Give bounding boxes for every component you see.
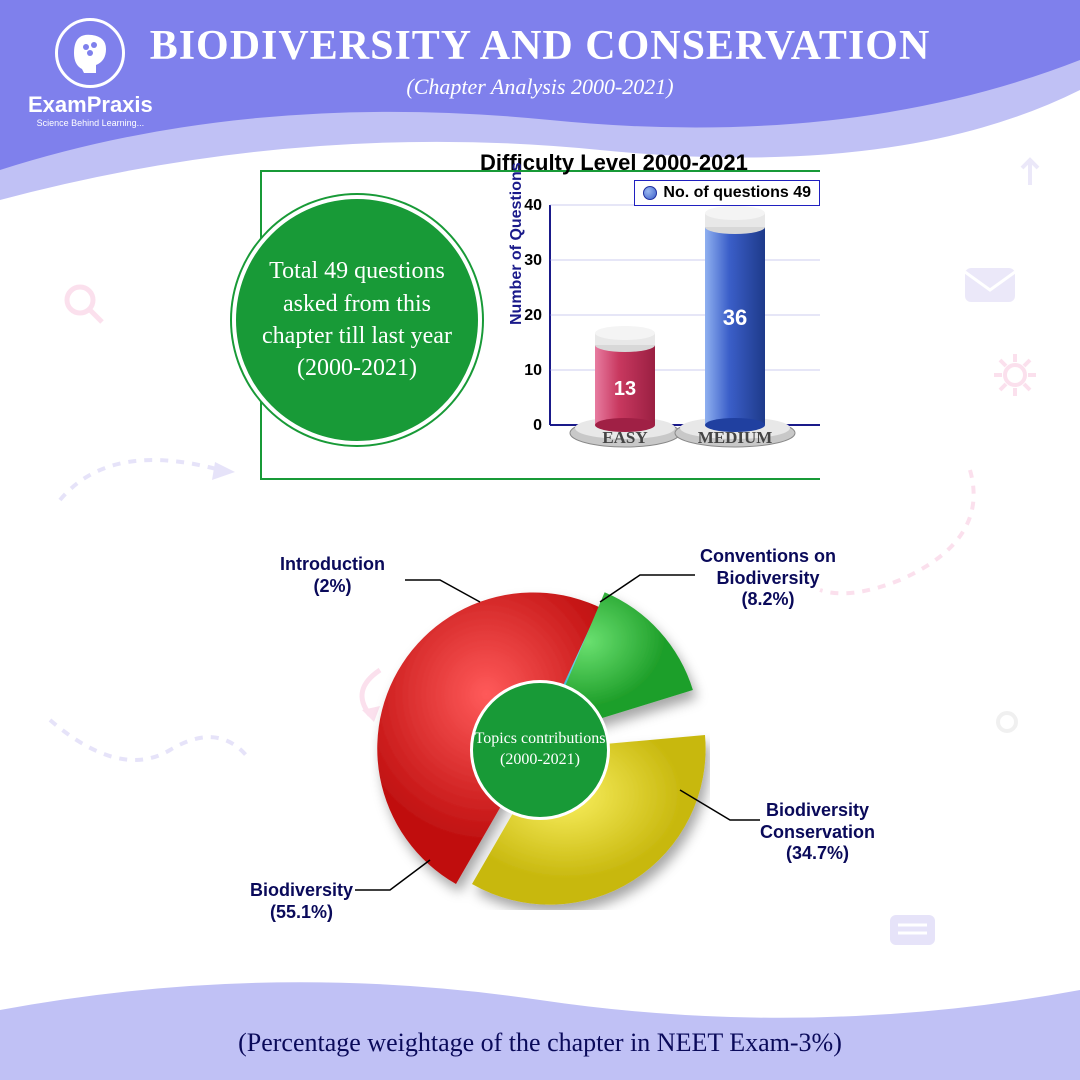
pie-center-text: Topics contributions (2000-2021) [473,729,607,771]
dashed-arrow-1 [50,430,250,530]
pie-label-introduction: Introduction(2%) [280,554,385,597]
svg-text:13: 13 [614,378,636,400]
page-subtitle: (Chapter Analysis 2000-2021) [0,74,1080,100]
svg-text:0: 0 [533,417,542,434]
svg-text:30: 30 [524,252,542,269]
total-questions-badge: Total 49 questions asked from this chapt… [232,195,482,445]
search-icon [60,280,110,330]
page-title-block: BIODIVERSITY AND CONSERVATION (Chapter A… [0,22,1080,100]
pie-label-conventions: Conventions onBiodiversity(8.2%) [700,546,836,611]
svg-text:36: 36 [723,305,747,330]
footer-text: (Percentage weightage of the chapter in … [0,1028,1080,1058]
badge-text: Total 49 questions asked from this chapt… [256,255,458,385]
page-title: BIODIVERSITY AND CONSERVATION [0,22,1080,70]
bar-easy: 13 [595,326,655,432]
arrow-up-icon [1010,150,1050,190]
bar-medium: 36 [705,206,765,432]
pie-center-label: Topics contributions (2000-2021) [470,680,610,820]
bar-chart-legend: No. of questions 49 [634,180,820,206]
pie-label-biodiversity: Biodiversity(55.1%) [250,880,353,923]
bar-chart: 0 10 20 30 40 EASY 13 MEDIUM 36 [520,185,830,465]
legend-marker-icon [643,186,657,200]
legend-text: No. of questions 49 [663,184,811,202]
gear-icon [990,350,1040,400]
footer-wave [0,960,1080,1080]
svg-text:20: 20 [524,307,542,324]
brand-tagline: Science Behind Learning... [28,118,153,128]
pie-label-conservation: BiodiversityConservation(34.7%) [760,800,875,865]
svg-text:10: 10 [524,362,542,379]
mail-icon [960,260,1020,310]
svg-text:40: 40 [524,197,542,214]
